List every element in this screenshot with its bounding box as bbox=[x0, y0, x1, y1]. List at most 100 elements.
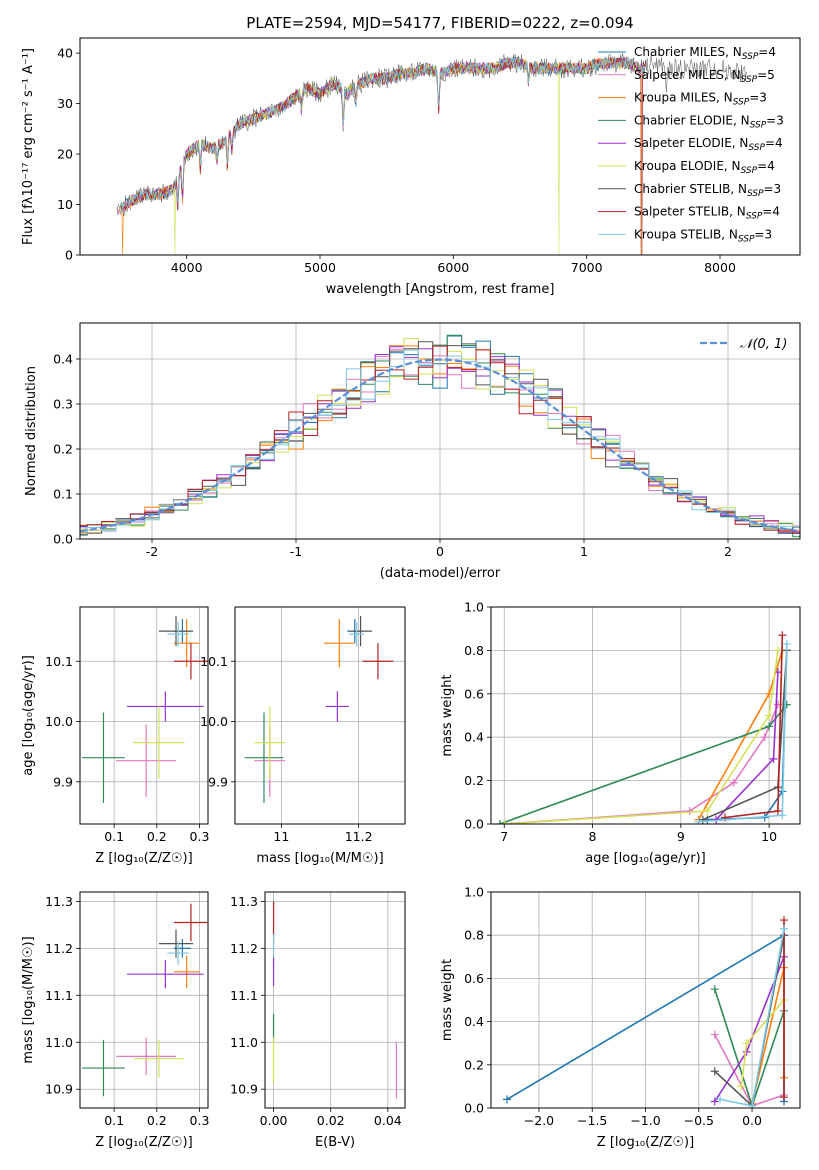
y-tick-label: 0.0 bbox=[53, 532, 73, 547]
axes-residual_histogram: -2 -1 0 1 2 0.0 0.1 0.2 0.3 0.4 (data-model)/error… bbox=[24, 322, 801, 581]
errorbar-point-kroupa_miles bbox=[173, 955, 200, 989]
y-tick-label: 11.1 bbox=[230, 988, 258, 1003]
axes-age_vs_Z: 0.1 0.2 0.3 9.9 10.0 10.1 Z [log₁₀(Z/Z☉)] age [… bbox=[21, 606, 210, 866]
errorbar-point-kroupa_miles bbox=[323, 619, 355, 668]
x-axis-label: age [log₁₀(age/yr)] bbox=[585, 851, 706, 866]
errorbar-point-salpeter_stelib bbox=[173, 643, 208, 680]
x-tick-label: -1 bbox=[290, 544, 302, 559]
legend-entry: Salpeter STELIB, NSSP=4 bbox=[634, 205, 780, 222]
plot-area bbox=[502, 916, 789, 1108]
errorbar-point-salpeter_stelib bbox=[173, 903, 208, 942]
errorbar-point-kroupa_elodie bbox=[254, 706, 286, 779]
axes-mass_vs_ebv: 0.00 0.02 0.04 10.9 11.0 11.1 11.2 11.3 E(B-V) bbox=[230, 891, 406, 1150]
y-axis-label: age [log₁₀(age/yr)] bbox=[21, 655, 36, 776]
x-axis-label: Z [log₁₀(Z/Z☉)] bbox=[95, 851, 192, 866]
spectrum-line-kroupa_miles bbox=[118, 57, 644, 255]
axes-frame bbox=[490, 606, 801, 825]
y-tick-label: 10.0 bbox=[45, 714, 73, 729]
x-tick-label: 0.3 bbox=[190, 829, 210, 844]
y-axis-label: Normed distribution bbox=[24, 366, 39, 496]
weight-marker bbox=[773, 806, 782, 815]
x-tick-label: 0.04 bbox=[374, 1113, 402, 1128]
errorbar-point-salpeter_elodie bbox=[126, 960, 204, 989]
legend-entry: Kroupa STELIB, NSSP=3 bbox=[634, 227, 772, 244]
chart-title: PLATE=2594, MJD=54177, FIBERID=0222, z=0… bbox=[246, 14, 633, 32]
axes-frame bbox=[79, 322, 801, 540]
x-tick-label: 8000 bbox=[704, 260, 736, 275]
legend-entry: Kroupa ELODIE, NSSP=4 bbox=[634, 159, 775, 176]
y-tick-label: 40 bbox=[57, 46, 73, 61]
y-tick-label: 0.4 bbox=[464, 1014, 484, 1029]
weight-marker bbox=[765, 711, 774, 720]
y-tick-label: 10.1 bbox=[45, 654, 73, 669]
x-tick-label: −0.5 bbox=[684, 1113, 714, 1128]
weight-line-chabrier_elodie bbox=[714, 988, 785, 1108]
weight-marker bbox=[778, 811, 787, 820]
errorbar-point-chabrier_elodie bbox=[82, 712, 125, 803]
weight-line-kroupa_elodie bbox=[504, 650, 779, 824]
weight-marker bbox=[703, 806, 712, 815]
weight-marker bbox=[495, 820, 504, 824]
x-axis-label: Z [log₁₀(Z/Z☉)] bbox=[597, 1135, 694, 1150]
x-tick-label: 4000 bbox=[171, 260, 203, 275]
errorbar-point-salpeter_miles bbox=[116, 724, 176, 797]
x-tick-label: 0.00 bbox=[260, 1113, 288, 1128]
plot-area bbox=[82, 616, 208, 803]
x-tick-label: 2 bbox=[724, 544, 732, 559]
errorbar-point-chabrier_elodie bbox=[82, 1039, 125, 1097]
y-tick-label: 0.1 bbox=[53, 487, 73, 502]
weight-marker bbox=[694, 817, 703, 824]
y-tick-label: 10.9 bbox=[230, 1082, 258, 1097]
y-tick-label: 1.0 bbox=[464, 600, 484, 615]
weight-marker bbox=[782, 700, 791, 709]
plot-area bbox=[82, 903, 208, 1097]
errorbar-point-kroupa_stelib bbox=[348, 622, 365, 647]
x-tick-label: 7 bbox=[500, 829, 508, 844]
weight-marker bbox=[500, 820, 509, 824]
y-tick-label: 0.3 bbox=[53, 397, 73, 412]
weight-marker bbox=[748, 1101, 757, 1108]
x-axis-label: (data-model)/error bbox=[380, 566, 501, 581]
x-tick-label: 5000 bbox=[304, 260, 336, 275]
weight-marker bbox=[710, 1097, 719, 1106]
y-tick-label: 11.2 bbox=[45, 941, 73, 956]
x-tick-label: 0.2 bbox=[147, 829, 167, 844]
x-tick-label: 1 bbox=[580, 544, 588, 559]
axes-frame bbox=[79, 891, 209, 1109]
errorbar-point-kroupa_elodie bbox=[133, 706, 185, 779]
y-tick-label: 11.0 bbox=[230, 1035, 258, 1050]
plot-area bbox=[495, 631, 791, 824]
errorbar-point-salpeter_stelib bbox=[362, 643, 394, 680]
errorbar-point-chabrier_elodie bbox=[244, 712, 284, 803]
axes-frame bbox=[264, 891, 406, 1109]
legend-entry: Chabrier ELODIE, NSSP=3 bbox=[634, 113, 784, 130]
errorbar-point-kroupa_elodie bbox=[133, 1039, 185, 1078]
y-tick-label: 0.2 bbox=[464, 773, 484, 788]
y-axis-label: Flux [fλ10⁻¹⁷ erg cm⁻² s⁻¹ A⁻¹] bbox=[21, 48, 36, 245]
x-tick-label: 0.0 bbox=[742, 1113, 762, 1128]
weight-marker bbox=[760, 733, 769, 742]
y-tick-label: 0.8 bbox=[464, 643, 484, 658]
weight-marker bbox=[769, 754, 778, 763]
x-tick-label: 0.3 bbox=[190, 1113, 210, 1128]
x-tick-label: 0 bbox=[436, 544, 444, 559]
axes-frame bbox=[234, 606, 406, 825]
x-tick-label: -2 bbox=[146, 544, 158, 559]
y-tick-label: 11.1 bbox=[45, 988, 73, 1003]
y-tick-label: 10 bbox=[57, 197, 73, 212]
x-tick-label: 0.02 bbox=[317, 1113, 345, 1128]
weight-marker bbox=[698, 815, 707, 824]
axes-mass_weight_vs_Z: −2.0 −1.5 −1.0 −0.5 0.0 0.0 0.2 0.4 0.6 0.8 1.0 Z [… bbox=[440, 885, 801, 1150]
y-tick-label: 11.3 bbox=[45, 894, 73, 909]
x-tick-label: 6000 bbox=[437, 260, 469, 275]
y-tick-label: 0.8 bbox=[464, 928, 484, 943]
x-tick-label: −2.0 bbox=[524, 1113, 554, 1128]
x-axis-label: E(B-V) bbox=[315, 1135, 355, 1150]
legend-entry: Chabrier STELIB, NSSP=3 bbox=[634, 182, 781, 199]
y-tick-label: 9.9 bbox=[208, 774, 228, 789]
x-tick-label: 11 bbox=[273, 829, 289, 844]
weight-marker bbox=[710, 1067, 719, 1076]
weight-marker bbox=[742, 1039, 751, 1048]
errorbar-point-kroupa_stelib bbox=[167, 941, 189, 965]
x-tick-label: 0.1 bbox=[104, 1113, 124, 1128]
